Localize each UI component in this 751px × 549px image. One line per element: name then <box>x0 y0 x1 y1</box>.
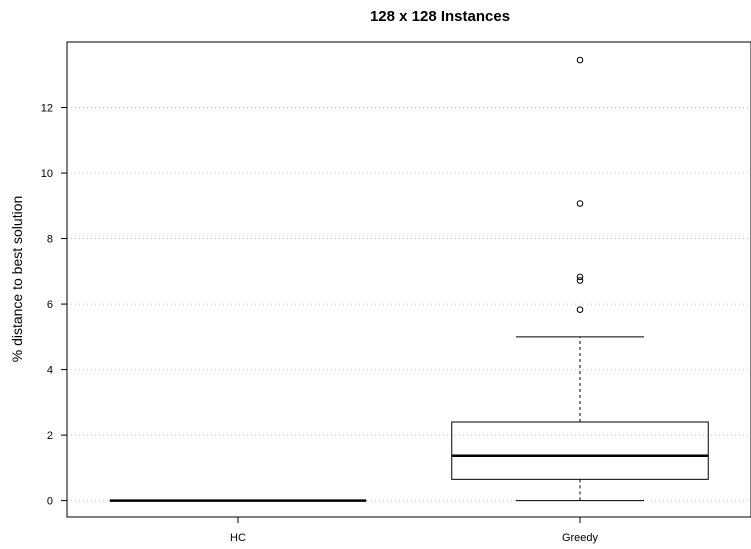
y-tick-label: 2 <box>47 430 53 442</box>
x-axis: HC Greedy <box>230 517 599 544</box>
box-iqr <box>451 421 709 480</box>
y-axis: 0 2 4 6 8 10 12 <box>41 103 67 508</box>
x-tick-label: HC <box>230 532 246 544</box>
outlier-point <box>576 273 584 281</box>
boxes-layer <box>109 56 709 502</box>
outlier-point <box>576 306 584 313</box>
y-tick-label: 8 <box>47 234 53 246</box>
chart-title: 128 x 128 Instances <box>370 8 510 25</box>
y-axis-label: % distance to best solution <box>9 196 25 363</box>
y-tick-label: 0 <box>47 496 53 508</box>
x-tick-label: Greedy <box>562 532 599 544</box>
box-greedy <box>451 56 709 502</box>
outlier-point <box>576 56 584 64</box>
outlier-point <box>576 277 584 284</box>
y-tick-label: 12 <box>41 103 53 115</box>
grid-lines <box>67 107 751 502</box>
y-tick-label: 4 <box>47 365 53 377</box>
y-tick-label: 6 <box>47 299 53 311</box>
outlier-point <box>576 200 584 207</box>
y-tick-label: 10 <box>41 168 53 180</box>
plot-frame <box>66 41 751 518</box>
